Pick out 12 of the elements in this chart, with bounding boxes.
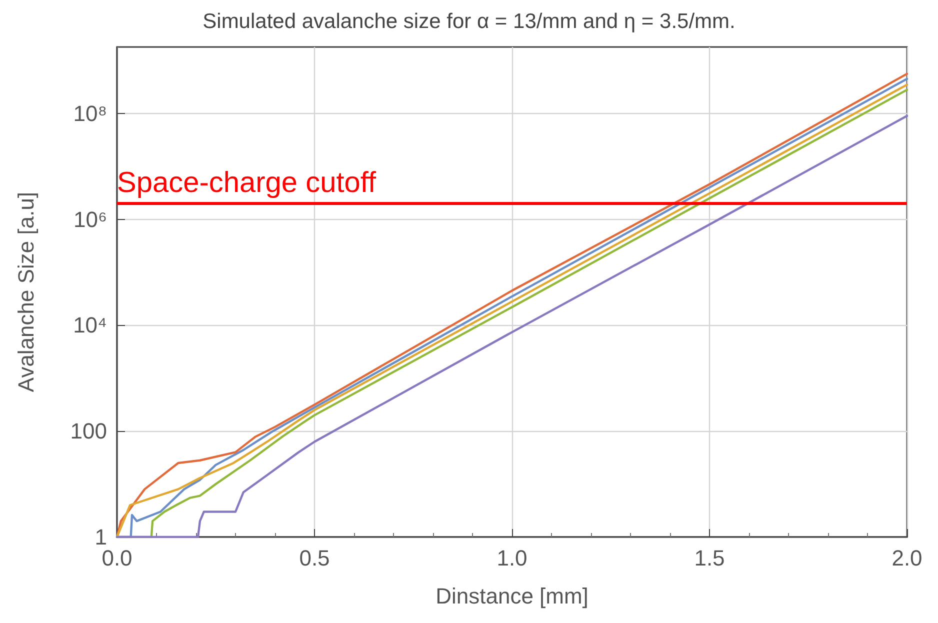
y-axis-title: Avalanche Size [a.u]	[14, 192, 38, 392]
y-tick-label: 10⁴	[73, 312, 107, 338]
y-tick-label: 10⁸	[73, 100, 107, 126]
chart-title: Simulated avalanche size for α = 13/mm and η = 3.5/mm.	[202, 10, 736, 33]
y-tick-label: 10⁶	[73, 206, 107, 232]
x-tick-label: 1.0	[496, 546, 528, 570]
x-tick-label: 0.5	[299, 546, 330, 570]
x-tick-label: 1.5	[694, 546, 725, 570]
ref-line-label: Space-charge cutoff	[117, 166, 377, 199]
x-axis-title: Dinstance [mm]	[436, 584, 588, 608]
x-tick-label: 2.0	[892, 546, 922, 570]
y-tick-label: 100	[70, 418, 107, 444]
